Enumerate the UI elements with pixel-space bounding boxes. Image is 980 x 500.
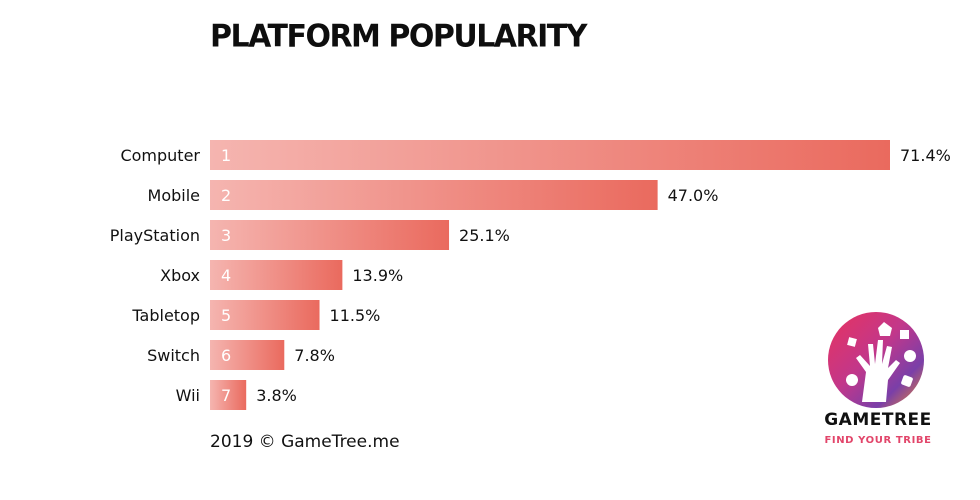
rank-label-switch: 6	[221, 346, 231, 365]
logo-name: GAMETREE	[824, 410, 932, 430]
logo-tagline: FIND YOUR TRIBE	[824, 435, 932, 446]
gametree-logo: GAMETREE FIND YOUR TRIBE	[818, 310, 938, 460]
category-label-playstation: PlayStation	[110, 226, 200, 245]
bar-xbox	[210, 260, 343, 290]
rank-label-computer: 1	[221, 146, 231, 165]
rank-label-mobile: 2	[221, 186, 231, 205]
value-label-tabletop: 11.5%	[330, 306, 381, 325]
category-label-switch: Switch	[147, 346, 200, 365]
category-label-mobile: Mobile	[148, 186, 200, 205]
rank-label-xbox: 4	[221, 266, 231, 285]
value-label-xbox: 13.9%	[352, 266, 403, 285]
value-label-switch: 7.8%	[294, 346, 335, 365]
bar-tabletop	[210, 300, 320, 330]
bars-layer: Computer 1 71.4% Mobile 2 47.0% PlayStation 3 25…	[110, 140, 951, 410]
bar-playstation	[210, 220, 450, 250]
bar-computer	[210, 140, 890, 170]
value-label-wii: 3.8%	[256, 386, 297, 405]
value-label-playstation: 25.1%	[459, 226, 510, 245]
value-label-computer: 71.4%	[900, 146, 951, 165]
rank-label-tabletop: 5	[221, 306, 231, 325]
value-label-mobile: 47.0%	[668, 186, 719, 205]
category-label-computer: Computer	[120, 146, 200, 165]
bar-switch	[210, 340, 285, 370]
category-label-xbox: Xbox	[160, 266, 200, 285]
rank-label-wii: 7	[221, 386, 231, 405]
rank-label-playstation: 3	[221, 226, 231, 245]
category-label-wii: Wii	[176, 386, 200, 405]
footer-credit: 2019 © GameTree.me	[210, 432, 400, 452]
gametree-emblem-icon	[828, 312, 924, 408]
chart-title: PLATFORM POPULARITY	[210, 18, 587, 55]
bar-wii	[210, 380, 247, 410]
bar-mobile	[210, 180, 658, 210]
category-label-tabletop: Tabletop	[131, 306, 200, 325]
